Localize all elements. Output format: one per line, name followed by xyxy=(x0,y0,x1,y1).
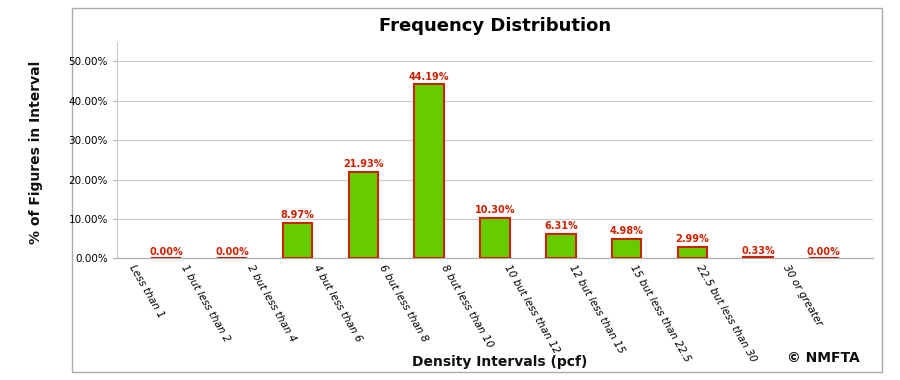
Text: © NMFTA: © NMFTA xyxy=(787,351,860,365)
Bar xyxy=(678,247,707,258)
Text: % of Figures in Interval: % of Figures in Interval xyxy=(29,60,43,244)
Text: 10.30%: 10.30% xyxy=(475,205,515,215)
Bar xyxy=(481,218,509,258)
Bar xyxy=(612,239,642,258)
Text: 8.97%: 8.97% xyxy=(281,210,315,220)
Title: Frequency Distribution: Frequency Distribution xyxy=(379,17,611,35)
Bar xyxy=(283,223,312,258)
Text: 0.33%: 0.33% xyxy=(742,245,775,255)
Text: 2.99%: 2.99% xyxy=(675,234,709,244)
Bar xyxy=(414,84,444,258)
Text: 0.00%: 0.00% xyxy=(215,247,248,257)
Text: 0.00%: 0.00% xyxy=(807,247,841,257)
Text: 6.31%: 6.31% xyxy=(544,221,578,231)
Text: Density Intervals (pcf): Density Intervals (pcf) xyxy=(412,355,587,369)
Bar xyxy=(348,172,378,258)
Bar xyxy=(546,234,576,258)
Text: 44.19%: 44.19% xyxy=(409,71,449,82)
Bar xyxy=(743,257,773,258)
Text: 21.93%: 21.93% xyxy=(343,159,383,169)
Text: 0.00%: 0.00% xyxy=(149,247,183,257)
Text: 4.98%: 4.98% xyxy=(609,226,644,236)
